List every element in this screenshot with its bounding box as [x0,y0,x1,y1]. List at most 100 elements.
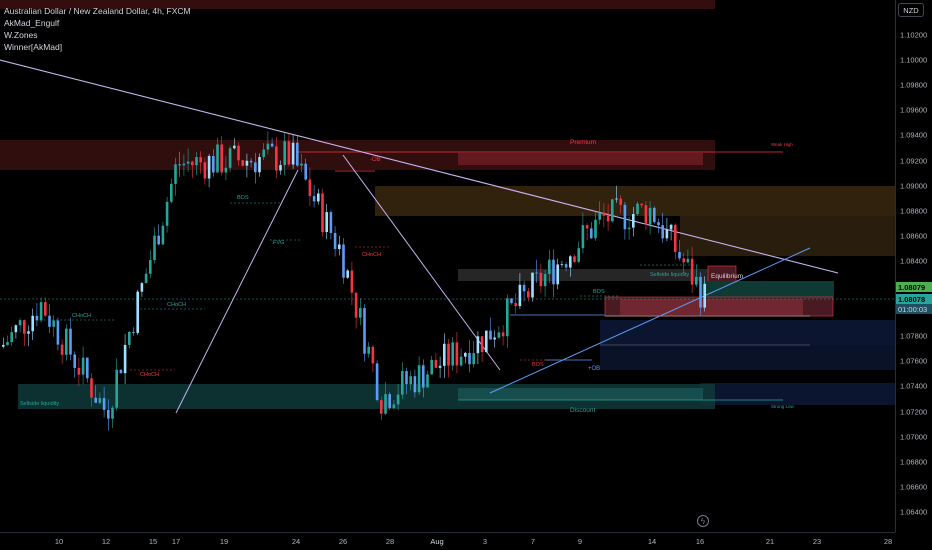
candle-body [375,363,379,401]
price-scale[interactable]: 1.10200 1.10000 1.09800 1.09600 1.09400 1.092… [895,0,932,532]
candle-body [527,291,530,298]
price-tick: 1.08600 [900,231,928,241]
candle-body [665,229,669,239]
price-tick: 1.08400 [900,256,928,266]
time-scale[interactable]: 10 12 15 17 19 24 26 28 Aug 3 7 9 14 16 21 23 28 [0,532,895,550]
price-tick: 1.10000 [900,55,928,65]
price-tick: 1.07200 [900,407,928,416]
candle-body [14,325,18,333]
candle-body [258,156,261,173]
time-tick: 15 [148,537,158,546]
price-tag-high: 1.08079 [896,282,932,292]
candle-body [157,235,160,245]
candle-body [119,369,123,374]
sellside-liquidity-right: Sellside liquidity [650,272,690,278]
candle-body [77,367,81,375]
falling-trendline-2 [342,154,501,371]
candle-body [506,298,509,337]
indicator-engulf[interactable]: AkMad_Engulf [4,18,60,28]
price-tick: 1.06800 [900,457,928,467]
candle-body [543,273,547,287]
choch-label-3: CHoCH [140,372,159,378]
candle-body [455,342,459,366]
candle-body [627,227,631,230]
price-tick: 1.09000 [900,181,928,191]
candle-body [346,270,349,278]
time-tick: Aug [430,537,444,546]
candle-body [367,346,370,354]
price-tick: 1.10200 [900,30,928,40]
price-tick: 1.07800 [900,331,928,341]
weak-high-label: Weak High [771,142,793,147]
chart-canvas[interactable] [0,0,895,532]
candle-body [354,292,358,318]
candle-body [485,330,488,353]
candle-body [518,284,522,307]
candle-body [241,160,244,166]
candle-body [552,259,555,285]
indicator-wzones[interactable]: W.Zones [4,30,38,40]
candle-body [703,283,706,308]
candle-body [459,356,463,366]
candle-body [329,212,333,233]
equilibrium-zone [458,269,733,281]
candle-body [438,365,442,368]
candle-body [539,272,543,287]
price-tick: 1.09200 [900,156,928,165]
candle-body [254,162,257,173]
time-tick: 19 [219,537,229,546]
candle-body [291,142,295,165]
symbol-title[interactable]: Australian Dollar / New Zealand Dollar, … [4,6,191,16]
candle-body [661,225,664,239]
time-tick: 7 [530,537,536,546]
candle-body [493,337,496,340]
candle-body [212,156,215,173]
candle-body [363,308,366,354]
candle-body [86,357,89,379]
candle-body [44,302,47,316]
candle-body [443,343,446,366]
candle-body [153,235,156,261]
time-tick: 23 [812,537,822,546]
candle-body [514,303,517,307]
fvg-label: FVG [273,240,285,246]
bar-countdown: 01:00:03 [896,304,932,314]
candle-body [195,157,198,166]
candle-body [648,207,652,225]
candle-body [123,344,127,374]
price-tick: 1.07600 [900,356,928,366]
candle-body [695,276,698,285]
minus-ob-zone [458,153,703,165]
time-tick: 26 [338,537,348,546]
currency-button[interactable]: NZD [898,3,924,17]
candle-body [573,256,576,262]
candle-body [136,291,139,333]
lightning-icon[interactable]: ϟ [697,515,709,527]
candle-body [27,331,30,334]
time-tick: 28 [385,537,395,546]
candle-body [18,320,22,326]
candle-body [262,149,265,157]
chart-area[interactable]: Australian Dollar / New Zealand Dollar, … [0,0,895,532]
plus-ob-label: +OB [588,366,601,372]
candle-body [140,283,144,292]
supply-zone-1 [375,186,895,216]
time-tick: 28 [883,537,893,546]
candle-body [287,141,291,165]
candle-body [207,156,211,179]
supply-zone-2 [680,216,895,256]
candle-body [266,143,270,150]
candle-body [682,258,685,263]
premium-label: Premium [570,139,597,146]
navy-zone-3 [700,383,895,405]
candle-body [350,270,354,293]
time-tick: 17 [171,537,181,546]
candle-body [644,205,648,225]
candle-body [283,141,286,166]
price-tick: 1.06400 [900,507,928,517]
candle-body [556,264,559,285]
candle-body [594,219,597,239]
candle-body [308,179,312,197]
indicator-winner[interactable]: Winner[AkMad] [4,42,63,52]
candle-body [23,320,26,334]
